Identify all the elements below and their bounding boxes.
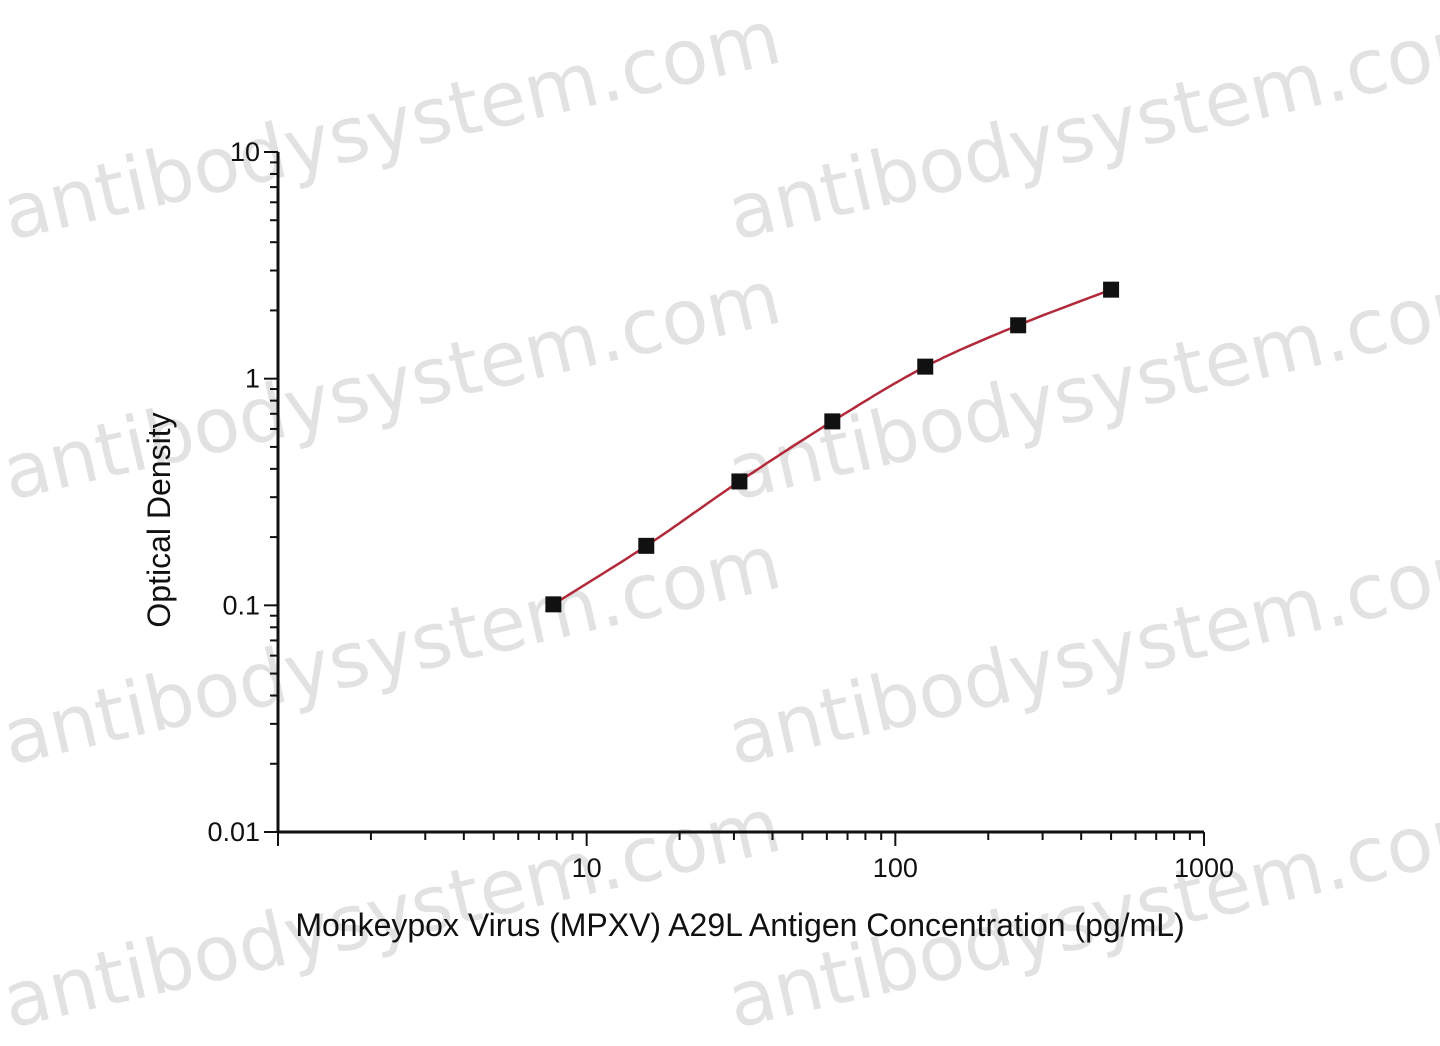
data-point bbox=[1103, 281, 1120, 298]
data-points bbox=[545, 281, 1120, 613]
data-point bbox=[638, 537, 655, 554]
data-point bbox=[824, 413, 841, 430]
data-point bbox=[917, 358, 934, 375]
y-tick-label: 0.01 bbox=[207, 817, 260, 847]
data-point bbox=[731, 473, 748, 490]
data-point bbox=[1010, 317, 1027, 334]
watermark-text: antibodysystem.com bbox=[719, 517, 1440, 783]
y-tick-label: 0.1 bbox=[222, 590, 260, 620]
watermark-text: antibodysystem.com bbox=[0, 517, 789, 783]
watermark-text: antibodysystem.com bbox=[0, 252, 789, 518]
x-tick-label: 100 bbox=[873, 853, 918, 883]
y-tick-label: 1 bbox=[245, 364, 260, 394]
watermark-text: antibodysystem.com bbox=[0, 0, 789, 258]
axes: 10 100 1000 0.01 0.1 1 10 bbox=[207, 137, 1234, 883]
data-point bbox=[545, 596, 562, 613]
x-axis-title: Monkeypox Virus (MPXV) A29L Antigen Conc… bbox=[295, 907, 1184, 943]
x-tick-label: 10 bbox=[572, 853, 602, 883]
y-axis-title: Optical Density bbox=[141, 412, 177, 627]
y-tick-label: 10 bbox=[230, 137, 260, 167]
watermark-text: antibodysystem.com bbox=[719, 0, 1440, 258]
watermark-text: antibodysystem.com bbox=[719, 252, 1440, 518]
x-tick-label: 1000 bbox=[1174, 853, 1234, 883]
